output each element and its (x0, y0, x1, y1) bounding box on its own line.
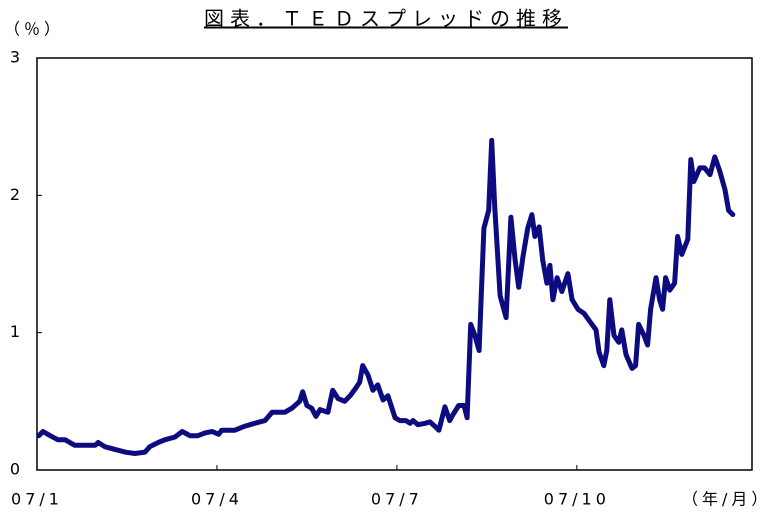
x-tick-label: 07/7 (371, 490, 423, 509)
x-tick-label: 07/10 (544, 490, 610, 509)
y-tick-label: 1 (10, 322, 20, 341)
x-axis-label: （年/月） (682, 490, 771, 509)
y-axis-label: （％） (4, 20, 64, 39)
y-tick-label: 3 (10, 48, 20, 67)
y-tick-label: 0 (10, 460, 20, 479)
x-tick-label: 07/1 (11, 490, 63, 509)
chart-title: 図表．ＴＥＤスプレッドの推移 (204, 7, 568, 31)
y-tick-label: 2 (10, 185, 20, 204)
plot-frame (36, 57, 753, 471)
data-line (36, 137, 736, 456)
x-tick-label: 07/4 (191, 490, 243, 509)
